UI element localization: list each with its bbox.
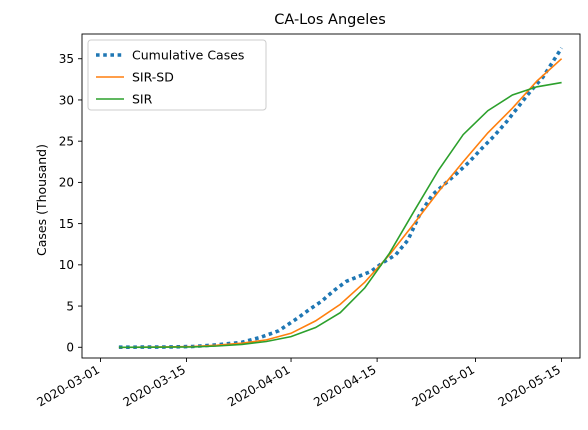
series-line-cumulative-cases (118, 47, 564, 349)
y-tick-label: 15 (59, 217, 74, 231)
legend-label: Cumulative Cases (132, 48, 244, 63)
x-tick-label: 2020-04-01 (225, 362, 292, 409)
series-line-sir (118, 81, 562, 349)
legend-label: SIR-SD (132, 70, 174, 85)
plot-frame (81, 33, 581, 359)
y-tick-label: 5 (66, 299, 74, 313)
y-tick-label: 10 (59, 258, 74, 272)
chart-title: CA-Los Angeles (274, 12, 386, 28)
y-tick-label: 0 (66, 341, 74, 355)
legend-box (87, 39, 267, 111)
x-tick-label: 2020-03-01 (35, 362, 102, 409)
y-axis-label: Cases (Thousand) (34, 144, 49, 256)
legend: Cumulative Cases SIR-SD SIR (87, 39, 267, 111)
x-tick-label: 2020-05-15 (496, 362, 563, 409)
y-tick-label: 20 (59, 176, 74, 190)
x-tick-label: 2020-04-15 (311, 362, 378, 409)
x-tick-label: 2020-05-01 (410, 362, 477, 409)
legend-label: SIR (132, 92, 153, 107)
y-tick-label: 35 (59, 52, 74, 66)
y-tick-label: 25 (59, 134, 74, 148)
y-tick-label: 30 (59, 93, 74, 107)
x-tick-label: 2020-03-15 (121, 362, 188, 409)
